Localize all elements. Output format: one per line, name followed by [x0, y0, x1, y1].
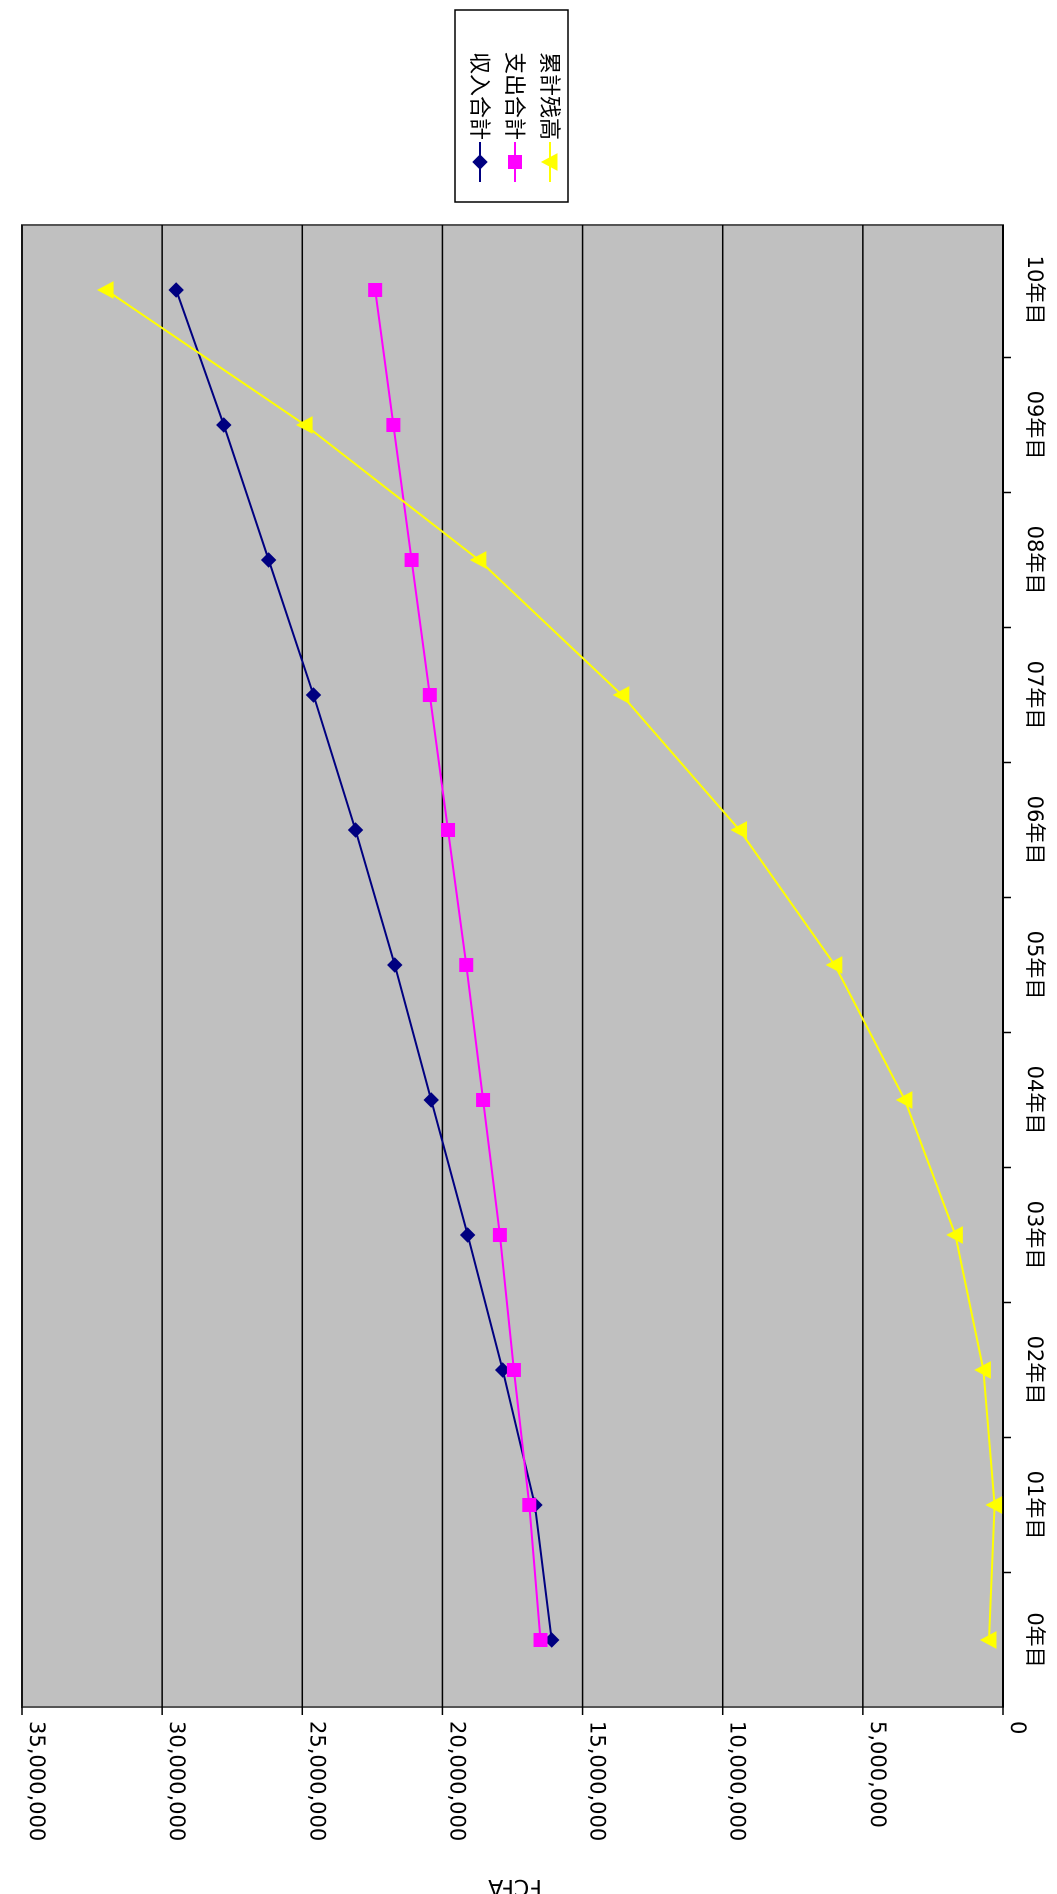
gridlines [21, 225, 864, 1707]
legend-entry: 累計残高 [536, 52, 561, 182]
category-tick-label: 04年目 [1023, 1066, 1047, 1135]
category-tick-label: 09年目 [1023, 391, 1047, 460]
data-point-diamond [472, 154, 488, 170]
data-point-triangle [540, 153, 558, 171]
data-point-triangle [895, 1091, 913, 1109]
data-point-square [506, 1363, 521, 1377]
data-point-square [508, 155, 522, 169]
legend-label: 収入合計 [466, 52, 491, 140]
value-tick-label: 5,000,000 [866, 1721, 890, 1828]
legend-label: 支出合計 [501, 52, 526, 140]
series-3 [97, 281, 1003, 1649]
data-point-diamond [423, 1092, 439, 1108]
legend: 収入合計 支出合計 累計残高 [454, 9, 569, 203]
data-point-square [386, 418, 401, 432]
data-point-square [422, 688, 437, 702]
data-point-triangle [974, 1361, 991, 1379]
value-tick-label: 0 [1006, 1721, 1030, 1734]
value-tick-label: 35,000,000 [25, 1721, 49, 1841]
data-point-square [476, 1093, 491, 1107]
series-layer [97, 281, 1003, 1649]
category-tick-label: 08年目 [1023, 526, 1047, 595]
data-point-square [441, 823, 456, 837]
plot-area [21, 224, 1004, 1708]
category-tick-label: 01年目 [1023, 1471, 1047, 1540]
value-tick-label: 15,000,000 [586, 1721, 610, 1841]
category-tick-label: 05年目 [1023, 931, 1047, 1000]
category-axis-ticks: 0年目 01年目 02年目 03年目 04年目 05年目 06年目 07年目 08年目 09年目 1… [1003, 256, 1047, 1668]
category-tick-label: 03年目 [1023, 1201, 1047, 1270]
data-point-square [533, 1633, 548, 1647]
category-tick-label: 07年目 [1023, 661, 1047, 730]
category-tick-label: 0年目 [1023, 1612, 1047, 1667]
series-2 [368, 283, 548, 1647]
value-tick-label: 10,000,000 [726, 1721, 750, 1841]
data-point-diamond [168, 282, 184, 298]
data-point-square [492, 1228, 507, 1242]
data-point-diamond [387, 957, 403, 973]
legend-label: 累計残高 [536, 52, 561, 140]
value-tick-label: 25,000,000 [305, 1721, 329, 1841]
data-point-square [459, 958, 474, 972]
data-point-diamond [260, 552, 277, 568]
data-point-triangle [730, 821, 748, 839]
data-point-square [368, 283, 383, 297]
data-point-triangle [825, 956, 843, 974]
legend-entry: 支出合計 [501, 52, 526, 182]
data-point-triangle [979, 1631, 997, 1649]
category-tick-label: 02年目 [1023, 1336, 1047, 1405]
data-point-triangle [296, 416, 313, 434]
value-tick-label: 30,000,000 [165, 1721, 189, 1841]
data-point-triangle [469, 551, 487, 569]
data-point-triangle [985, 1496, 1003, 1514]
value-tick-label: 20,000,000 [445, 1721, 469, 1841]
data-point-diamond [216, 417, 232, 433]
data-point-diamond [459, 1227, 476, 1243]
data-point-diamond [347, 822, 364, 838]
y-axis-title: FCFA [488, 1874, 542, 1894]
data-point-triangle [612, 686, 630, 704]
legend-entry: 収入合計 [466, 52, 491, 182]
category-tick-label: 06年目 [1023, 796, 1047, 865]
category-tick-label: 10年目 [1023, 256, 1047, 325]
value-axis-ticks: 0 5,000,000 10,000,000 15,000,000 20,000,000… [21, 1707, 1030, 1841]
data-point-square [522, 1498, 537, 1512]
data-point-square [404, 553, 419, 567]
data-point-triangle [97, 281, 114, 299]
data-point-triangle [946, 1226, 963, 1244]
data-point-diamond [305, 687, 322, 703]
